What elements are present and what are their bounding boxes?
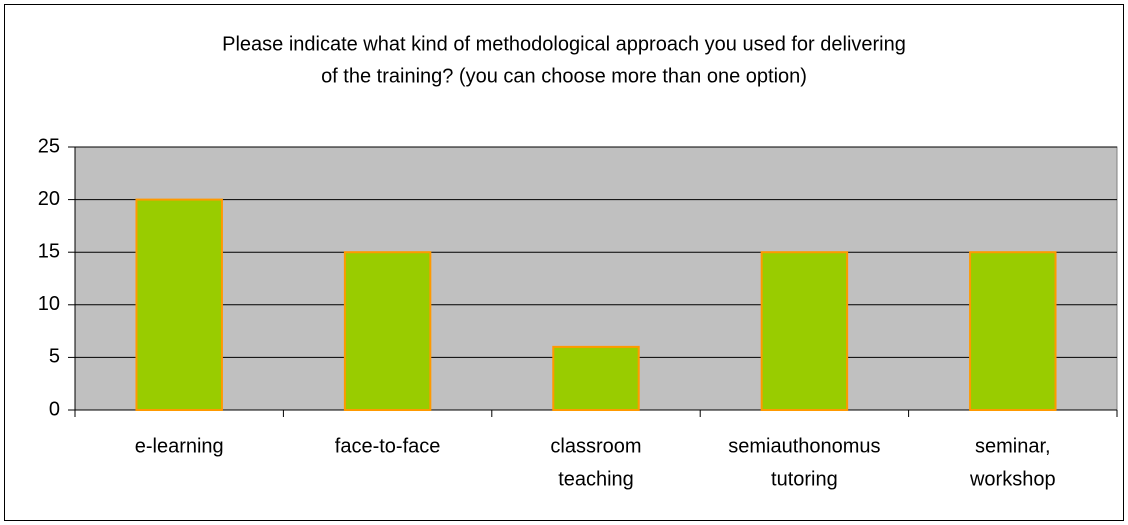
x-tick-label: e-learning — [135, 435, 224, 457]
bar — [343, 251, 432, 411]
x-tick-label: semiauthonomus — [728, 435, 880, 457]
y-tick-label: 0 — [49, 398, 60, 420]
bar — [135, 198, 223, 411]
chart-title: Please indicate what kind of methodologi… — [222, 33, 906, 55]
x-tick-label: classroom — [550, 435, 641, 457]
chart-title: of the training? (you can choose more th… — [321, 65, 807, 87]
y-tick-label: 15 — [38, 240, 60, 262]
x-tick-label: face-to-face — [335, 435, 441, 457]
bar — [760, 251, 849, 411]
bar — [969, 251, 1057, 411]
x-tick-label: seminar, — [975, 435, 1051, 457]
y-tick-label: 20 — [38, 188, 60, 210]
x-tick-label: tutoring — [771, 468, 838, 490]
x-tick-label: workshop — [969, 468, 1056, 490]
bar — [552, 345, 640, 412]
y-tick-label: 5 — [49, 346, 60, 368]
x-tick-label: teaching — [558, 468, 634, 490]
y-tick-label: 10 — [38, 293, 60, 315]
y-tick-label: 25 — [38, 135, 60, 157]
